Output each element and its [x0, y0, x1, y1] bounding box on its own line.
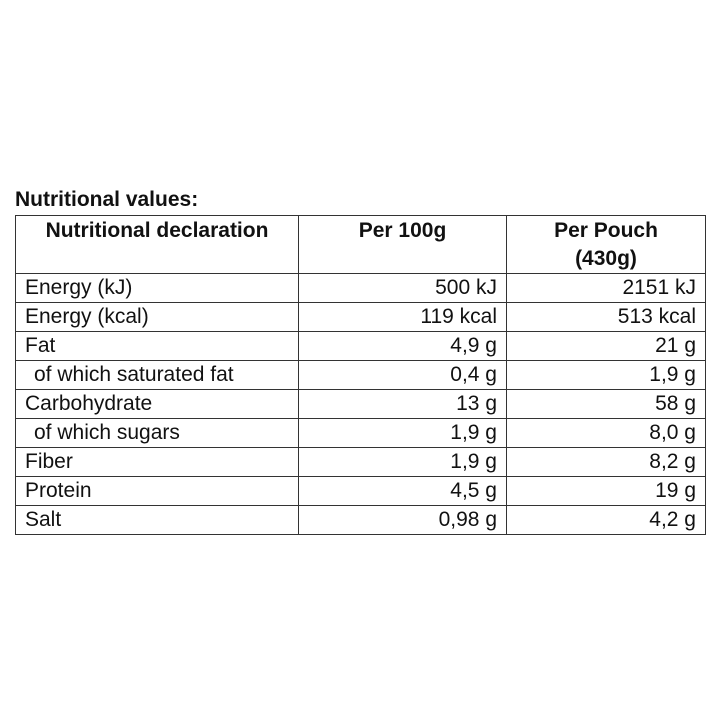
- row-per-pouch: 1,9 g: [506, 360, 706, 390]
- table-row: of which sugars 1,9 g 8,0 g: [15, 418, 706, 448]
- row-label: Protein: [15, 476, 299, 506]
- row-label: Fiber: [15, 447, 299, 477]
- table-row: Fiber 1,9 g 8,2 g: [15, 447, 706, 477]
- header-per-pouch: Per Pouch (430g): [506, 215, 706, 274]
- table-row: of which saturated fat 0,4 g 1,9 g: [15, 360, 706, 390]
- row-label: Energy (kJ): [15, 273, 299, 303]
- header-nutritional-declaration: Nutritional declaration: [15, 215, 299, 274]
- row-per-pouch: 19 g: [506, 476, 706, 506]
- header-per-pouch-line1: Per Pouch: [554, 219, 658, 242]
- table-row: Protein 4,5 g 19 g: [15, 476, 706, 506]
- row-per-100g: 0,4 g: [298, 360, 507, 390]
- row-per-100g: 4,5 g: [298, 476, 507, 506]
- row-per-pouch: 513 kcal: [506, 302, 706, 332]
- table-row: Energy (kJ) 500 kJ 2151 kJ: [15, 273, 706, 303]
- row-per-pouch: 8,2 g: [506, 447, 706, 477]
- header-row: Nutritional declaration Per 100g Per Pou…: [15, 215, 706, 274]
- row-per-100g: 4,9 g: [298, 331, 507, 361]
- row-per-pouch: 58 g: [506, 389, 706, 419]
- row-per-pouch: 4,2 g: [506, 505, 706, 535]
- row-per-100g: 13 g: [298, 389, 507, 419]
- header-per-pouch-line2: (430g): [575, 247, 637, 270]
- row-label: of which sugars: [15, 418, 299, 448]
- row-per-pouch: 2151 kJ: [506, 273, 706, 303]
- row-per-100g: 1,9 g: [298, 418, 507, 448]
- table-row: Energy (kcal) 119 kcal 513 kcal: [15, 302, 706, 332]
- row-per-pouch: 8,0 g: [506, 418, 706, 448]
- row-per-100g: 0,98 g: [298, 505, 507, 535]
- nutrition-table: Nutritional declaration Per 100g Per Pou…: [15, 215, 706, 535]
- row-per-100g: 119 kcal: [298, 302, 507, 332]
- row-per-pouch: 21 g: [506, 331, 706, 361]
- table-row: Salt 0,98 g 4,2 g: [15, 505, 706, 535]
- row-label: Carbohydrate: [15, 389, 299, 419]
- row-label: Energy (kcal): [15, 302, 299, 332]
- table-caption: Nutritional values:: [15, 188, 199, 211]
- table-row: Carbohydrate 13 g 58 g: [15, 389, 706, 419]
- row-label: of which saturated fat: [15, 360, 299, 390]
- row-label: Salt: [15, 505, 299, 535]
- row-per-100g: 1,9 g: [298, 447, 507, 477]
- row-per-100g: 500 kJ: [298, 273, 507, 303]
- table-row: Fat 4,9 g 21 g: [15, 331, 706, 361]
- header-per-100g: Per 100g: [298, 215, 507, 274]
- row-label: Fat: [15, 331, 299, 361]
